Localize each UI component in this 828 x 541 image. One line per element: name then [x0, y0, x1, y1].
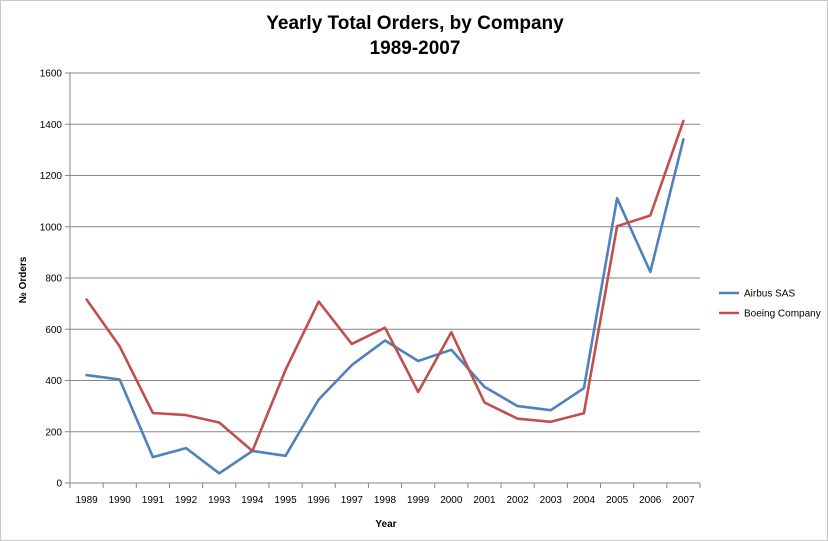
x-tick-label: 1991	[142, 495, 165, 506]
y-tick-label: 1000	[40, 222, 63, 233]
y-tick-labels: 0 200 400 600 800 1000 1200 1400 1600	[40, 69, 63, 490]
series-line-boeing-company	[85, 119, 685, 453]
x-tick-label: 1989	[75, 495, 98, 506]
y-tick-label: 0	[56, 479, 62, 490]
series-line-airbus-sas	[85, 138, 685, 475]
x-tick-label: 1993	[208, 495, 231, 506]
chart-title: Yearly Total Orders, by Company	[266, 13, 564, 34]
x-tick-label: 2007	[672, 495, 695, 506]
x-tick-label: 1990	[109, 495, 132, 506]
x-axis-title: Year	[375, 519, 396, 530]
x-tick-label: 1997	[341, 495, 364, 506]
x-tick-label: 1999	[407, 495, 430, 506]
x-tick-label: 2000	[440, 495, 463, 506]
x-tick-label: 2001	[473, 495, 496, 506]
x-tick-label: 1998	[374, 495, 397, 506]
y-tick-label: 200	[45, 427, 62, 438]
x-tick-labels: 1989 1990 1991 1992 1993 1994 1995 1996 1997 1998…	[75, 495, 695, 506]
x-tick-label: 2006	[639, 495, 662, 506]
y-tick-label: 1400	[40, 120, 63, 131]
y-axis-title: № Orders	[18, 256, 29, 303]
legend-label: Airbus SAS	[744, 289, 795, 300]
y-tick-label: 800	[45, 274, 62, 285]
x-tick-label: 2005	[606, 495, 629, 506]
axes	[65, 72, 701, 488]
y-tick-label: 600	[45, 325, 62, 336]
x-tick-label: 2004	[573, 495, 596, 506]
series-lines	[85, 119, 685, 475]
x-tick-label: 1994	[241, 495, 264, 506]
y-tick-label: 1600	[40, 69, 63, 80]
x-tick-label: 1995	[274, 495, 297, 506]
x-tick-label: 2003	[540, 495, 563, 506]
x-tick-label: 2002	[507, 495, 530, 506]
gridlines	[70, 72, 700, 433]
x-tick-label: 1996	[308, 495, 331, 506]
y-tick-label: 1200	[40, 171, 63, 182]
legend-label: Boeing Company	[744, 309, 821, 320]
y-tick-label: 400	[45, 376, 62, 387]
chart-subtitle: 1989-2007	[370, 38, 461, 59]
legend: Airbus SAS Boeing Company	[719, 289, 821, 320]
x-tick-label: 1992	[175, 495, 198, 506]
